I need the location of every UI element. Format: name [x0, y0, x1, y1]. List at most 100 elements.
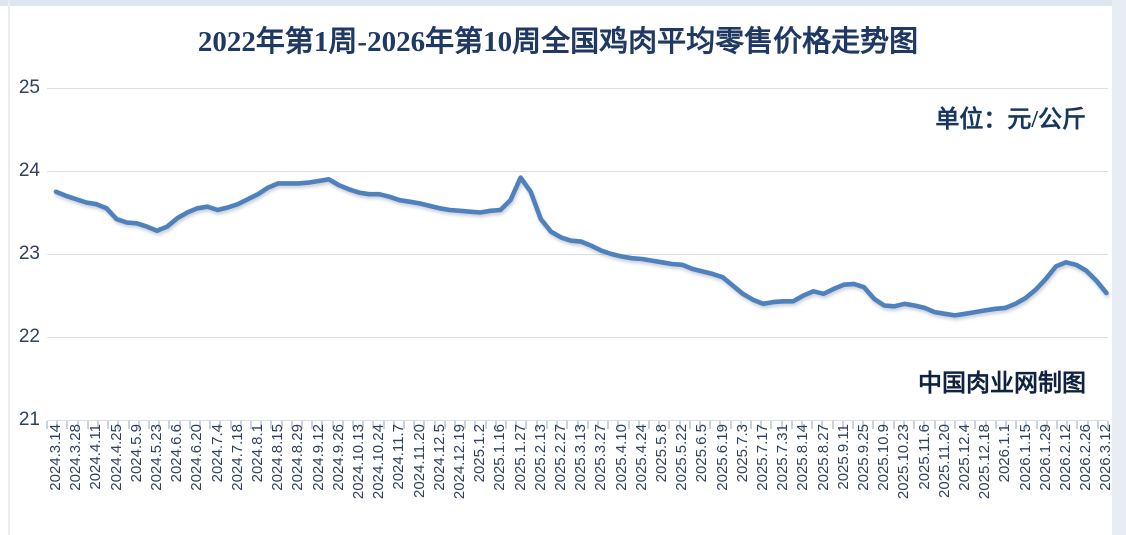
x-axis-label: 2024.5.9	[127, 424, 145, 483]
x-tick	[454, 421, 457, 429]
x-axis-label: 2024.10.24	[370, 424, 388, 500]
x-tick	[586, 421, 589, 429]
x-tick	[148, 421, 151, 429]
attribution-label: 中国肉业网制图	[918, 371, 1086, 397]
x-axis-label: 2024.11.20	[410, 424, 428, 498]
x-axis-label: 2025.1.16	[491, 424, 509, 491]
x-axis-label: 2024.10.13	[350, 424, 367, 500]
x-axis-label: 2025.4.24	[632, 424, 650, 491]
x-tick	[199, 421, 202, 429]
x-axis-label: 2025.7.31	[774, 424, 792, 491]
x-tick	[188, 421, 191, 429]
x-tick	[474, 421, 477, 429]
x-tick	[923, 421, 926, 429]
x-tick	[607, 421, 610, 429]
x-tick	[107, 421, 110, 429]
x-tick	[984, 421, 987, 429]
x-tick	[1035, 421, 1038, 429]
x-tick	[280, 421, 283, 429]
x-tick	[1055, 421, 1058, 429]
x-tick	[76, 421, 79, 429]
x-axis-label: 2025.1.27	[511, 424, 529, 491]
x-tick	[913, 421, 916, 429]
x-tick	[484, 421, 487, 429]
x-tick	[566, 421, 569, 429]
x-tick	[974, 421, 977, 429]
x-tick	[505, 421, 508, 429]
x-tick	[86, 421, 89, 429]
x-axis-label: 2025.7.17	[754, 424, 771, 491]
x-axis-label: 2024.7.4	[208, 424, 226, 483]
x-axis-label: 2024.7.18	[228, 424, 246, 491]
x-axis-label: 2024.8.1	[249, 424, 266, 483]
x-tick	[892, 421, 895, 429]
x-axis-label: 2025.4.10	[612, 424, 630, 491]
x-tick	[811, 421, 814, 429]
x-tick	[800, 421, 803, 429]
x-tick	[902, 421, 905, 429]
x-tick	[1004, 421, 1007, 429]
x-tick	[576, 421, 579, 429]
x-axis-label: 2026.1.1	[996, 424, 1014, 483]
x-tick	[668, 421, 671, 429]
gridline	[47, 336, 1108, 338]
x-tick	[352, 421, 355, 429]
x-tick	[168, 421, 171, 429]
x-axis-label: 2025.5.8	[653, 424, 670, 483]
page-title: 2022年第1周-2026年第10周全国鸡肉平均零售价格走势图	[197, 26, 919, 58]
x-tick	[1015, 421, 1018, 429]
x-tick	[311, 421, 314, 429]
x-axis-label: 2025.10.9	[875, 424, 893, 491]
x-tick	[1066, 421, 1069, 429]
x-tick	[423, 421, 426, 429]
x-tick	[841, 421, 844, 429]
x-tick	[821, 421, 824, 429]
x-tick	[1096, 421, 1099, 429]
x-tick	[760, 421, 763, 429]
x-axis-label: 2025.7.3	[733, 424, 751, 483]
x-tick	[270, 421, 273, 429]
x-tick	[97, 421, 99, 429]
x-axis-label: 2024.3.28	[67, 424, 85, 491]
x-tick	[1045, 421, 1048, 429]
x-tick	[851, 421, 854, 429]
x-axis-label: 2024.12.19	[451, 424, 468, 500]
x-tick	[1025, 421, 1028, 429]
y-axis-label: 25	[18, 77, 40, 98]
x-tick	[678, 421, 681, 429]
x-tick	[780, 421, 783, 429]
x-tick	[709, 421, 712, 429]
gridline	[47, 87, 1108, 89]
x-axis-label: 2025.9.25	[855, 424, 872, 491]
x-tick	[127, 421, 130, 429]
x-tick	[392, 421, 395, 429]
x-tick	[178, 421, 181, 429]
x-tick	[46, 421, 48, 429]
y-axis-label: 23	[18, 243, 40, 264]
x-tick	[464, 421, 467, 429]
x-tick	[137, 421, 140, 429]
x-tick	[331, 421, 334, 429]
x-tick	[556, 421, 559, 429]
x-tick	[525, 421, 528, 429]
x-tick	[433, 421, 436, 429]
x-axis-label: 2026.2.12	[1057, 424, 1074, 491]
x-axis-label: 2025.8.27	[814, 424, 832, 491]
x-tick	[770, 421, 773, 429]
x-tick	[413, 421, 416, 429]
x-axis-label: 2025.11.20	[935, 424, 953, 498]
x-tick	[229, 421, 232, 429]
x-axis-label: 2024.5.23	[148, 424, 165, 491]
x-tick	[382, 421, 385, 429]
x-tick	[321, 421, 324, 429]
x-tick	[239, 421, 242, 429]
x-axis-label: 2024.9.12	[309, 424, 327, 491]
series-line	[53, 175, 1109, 318]
x-tick	[117, 421, 120, 429]
x-axis-label: 2024.3.14	[47, 424, 64, 491]
x-axis-label: 2026.3.12	[1097, 424, 1115, 491]
x-axis-label: 2024.8.15	[269, 424, 287, 491]
x-tick	[1107, 421, 1109, 429]
x-axis-label: 2025.3.27	[592, 424, 610, 491]
